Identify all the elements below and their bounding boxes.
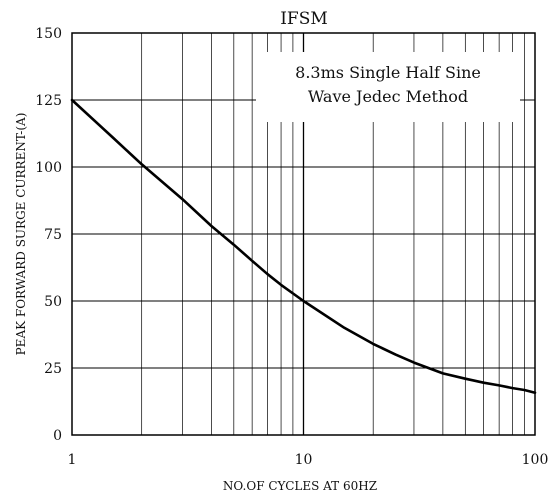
chart-title: IFSM (280, 9, 328, 29)
series-layer (70, 98, 537, 394)
annotation-background (256, 52, 520, 122)
y-tick-label: 0 (53, 428, 62, 444)
series-line (70, 98, 537, 394)
y-tick-label: 150 (35, 26, 62, 42)
x-axis-label: NO.OF CYCLES AT 60HZ (223, 479, 377, 493)
y-tick-label: 100 (35, 160, 62, 176)
x-tick-label: 10 (295, 452, 313, 468)
x-tick-label: 1 (68, 452, 77, 468)
x-tick-label: 100 (522, 452, 549, 468)
y-tick-label: 75 (44, 227, 62, 243)
y-tick-label: 50 (44, 294, 62, 310)
y-tick-label: 125 (35, 93, 62, 109)
annotation-line-2: Wave Jedec Method (308, 87, 468, 106)
y-tick-labels: 0 25 50 75 100 125 150 (35, 26, 62, 444)
annotation: 8.3ms Single Half Sine Wave Jedec Method (256, 52, 520, 122)
annotation-line-1: 8.3ms Single Half Sine (295, 63, 481, 82)
x-tick-labels: 1 10 100 (68, 452, 549, 468)
y-tick-label: 25 (44, 361, 62, 377)
y-axis-label: PEAK FORWARD SURGE CURRENT-(A) (14, 113, 28, 356)
plot-frame (71, 32, 536, 436)
